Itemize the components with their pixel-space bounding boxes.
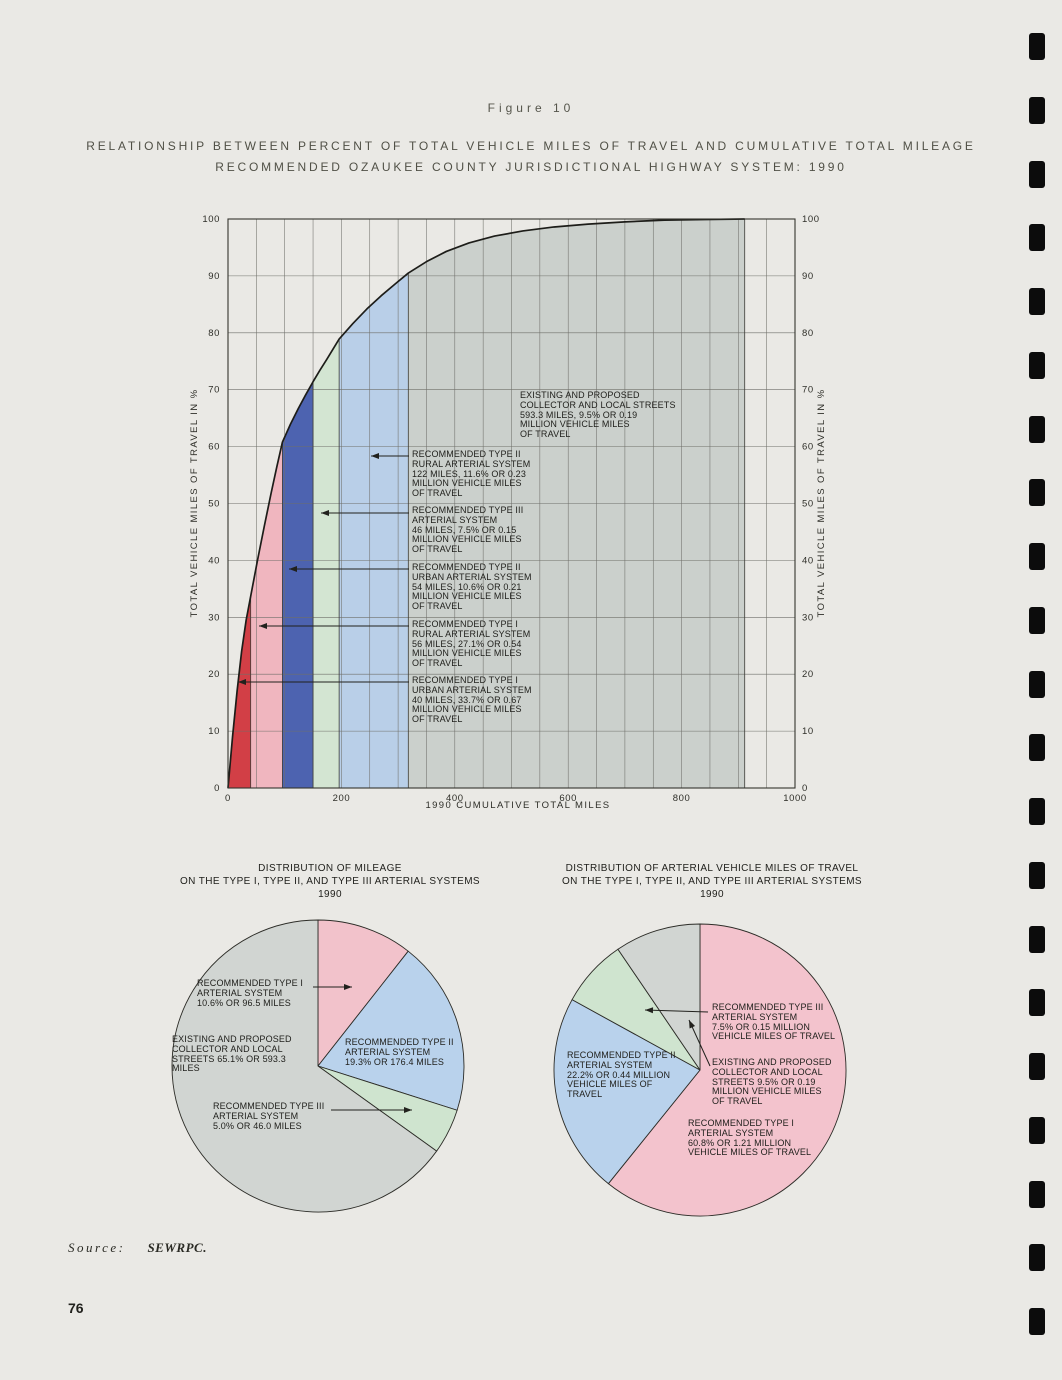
x-axis-label: 1990 CUMULATIVE TOTAL MILES — [425, 800, 610, 811]
annotation-arrowhead — [404, 1107, 412, 1113]
annotation-arrowhead — [259, 623, 267, 629]
y-tick-label-right: 40 — [802, 555, 814, 566]
binding-hole — [1029, 989, 1045, 1017]
annotation-arrow-line — [688, 1019, 711, 1067]
band-type-2-rural — [339, 273, 409, 788]
y-tick-label-left: 40 — [208, 555, 220, 566]
band-type-1-urban — [228, 596, 251, 788]
pie-slice — [317, 919, 409, 1067]
x-tick-label: 1000 — [783, 793, 807, 804]
y-tick-label-left: 90 — [208, 271, 220, 282]
binding-hole — [1029, 160, 1045, 188]
y-tick-label-left: 60 — [208, 442, 220, 453]
binding-hole — [1029, 96, 1045, 124]
annotation-arrowhead — [321, 510, 329, 516]
annotation-arrowhead — [238, 679, 246, 685]
y-tick-label-right: 70 — [802, 385, 814, 396]
y-tick-label-left: 30 — [208, 612, 220, 623]
annotation-arrowhead — [689, 1020, 696, 1029]
x-tick-label: 200 — [333, 793, 351, 804]
source-value: SEWRPC. — [147, 1240, 207, 1255]
y-tick-label-right: 50 — [802, 499, 814, 510]
pie-slice — [317, 950, 465, 1111]
source-label: Source: — [68, 1240, 126, 1255]
binding-hole — [1029, 606, 1045, 634]
binding-hole — [1029, 1116, 1045, 1144]
annotation-arrowhead — [645, 1007, 654, 1014]
y-tick-label-left: 50 — [208, 499, 220, 510]
binding-hole — [1029, 33, 1045, 60]
annotation-arrow-line — [644, 1009, 709, 1013]
y-tick-label-right: 90 — [802, 271, 814, 282]
binding-hole — [1029, 415, 1045, 443]
band-type-1-rural — [250, 442, 283, 788]
pie-slice — [617, 923, 701, 1071]
x-tick-label: 0 — [225, 793, 231, 804]
binding-hole — [1029, 543, 1045, 570]
y-tick-label-left: 100 — [202, 214, 220, 225]
binding-hole — [1029, 1308, 1045, 1335]
y-axis-label-right: TOTAL VEHICLE MILES OF TRAVEL IN % — [816, 389, 827, 618]
y-tick-label-right: 80 — [802, 328, 814, 339]
binding-hole — [1029, 479, 1045, 507]
binding-hole — [1029, 288, 1045, 315]
figure-label: Figure 10 — [487, 101, 575, 115]
annotation-arrowhead — [344, 984, 352, 990]
band-type-2-urban — [282, 381, 314, 788]
binding-hole — [1029, 798, 1045, 825]
page-number: 76 — [68, 1300, 84, 1316]
binding-hole — [1029, 734, 1045, 762]
y-tick-label-right: 30 — [802, 612, 814, 623]
y-tick-label-left: 20 — [208, 669, 220, 680]
x-tick-label: 600 — [559, 793, 577, 804]
binding-hole — [1029, 224, 1045, 252]
figure-title-line2: RECOMMENDED OZAUKEE COUNTY JURISDICTIONA… — [215, 160, 847, 174]
source-line: Source: SEWRPC. — [68, 1240, 207, 1256]
y-tick-label-left: 0 — [214, 783, 220, 794]
y-tick-label-right: 20 — [802, 669, 814, 680]
x-tick-label: 800 — [673, 793, 691, 804]
y-axis-label-left: TOTAL VEHICLE MILES OF TRAVEL IN % — [189, 389, 200, 618]
binding-hole — [1029, 1180, 1045, 1208]
binding-hole — [1029, 351, 1045, 379]
y-tick-label-right: 10 — [802, 726, 814, 737]
binding-hole — [1029, 925, 1045, 953]
figure-title-line1: RELATIONSHIP BETWEEN PERCENT OF TOTAL VE… — [86, 139, 976, 153]
binding-hole — [1029, 1053, 1045, 1080]
pie-slice — [607, 923, 847, 1217]
pie-slice — [553, 999, 701, 1185]
binding-hole — [1029, 861, 1045, 889]
binding-hole — [1029, 1244, 1045, 1272]
y-tick-label-left: 70 — [208, 385, 220, 396]
band-type-3 — [313, 339, 340, 788]
y-tick-label-right: 60 — [802, 442, 814, 453]
binding-hole — [1029, 670, 1045, 698]
annotation-arrowhead — [371, 453, 379, 459]
plot-frame — [227, 218, 796, 789]
y-tick-label-right: 100 — [802, 214, 820, 225]
annotation-arrowhead — [289, 566, 297, 572]
y-tick-label-left: 10 — [208, 726, 220, 737]
pie-slice — [171, 919, 438, 1213]
y-tick-label-left: 80 — [208, 328, 220, 339]
y-tick-label-right: 0 — [802, 783, 808, 794]
cumulative-curve — [227, 218, 745, 789]
x-tick-label: 400 — [446, 793, 464, 804]
